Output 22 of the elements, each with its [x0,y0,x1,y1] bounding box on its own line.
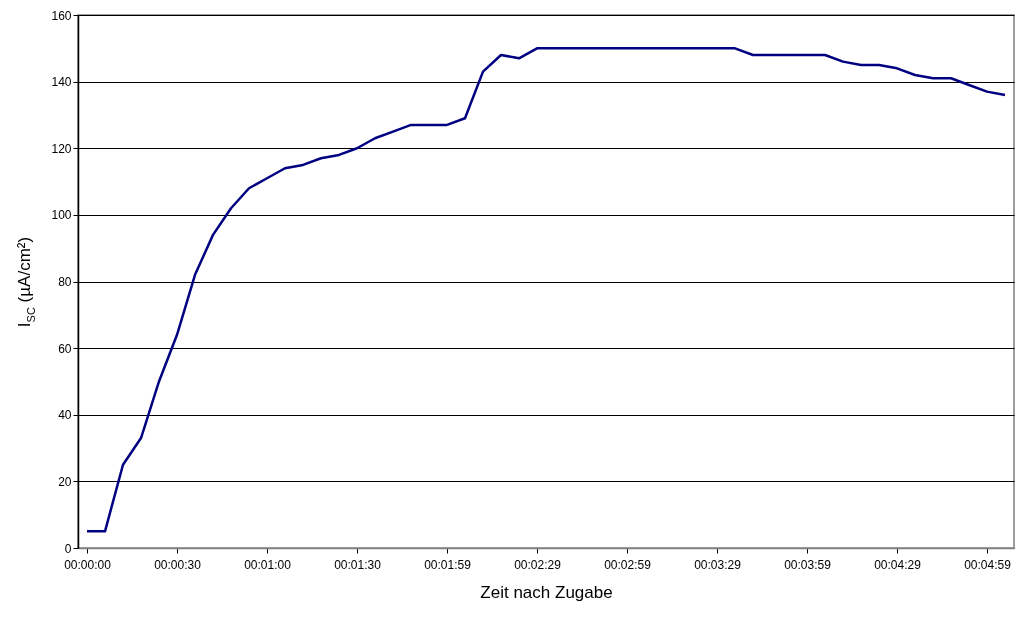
x-tick-label: 00:03:29 [694,557,742,572]
x-tick-label: 00:00:00 [64,557,112,572]
y-tick-label: 140 [51,75,72,90]
x-tick-label: 00:04:59 [964,557,1012,572]
y-tick-label: 60 [58,341,72,356]
x-tick-label: 00:01:00 [244,557,292,572]
y-tick-label: 0 [64,541,72,556]
x-axis-title: Zeit nach Zugabe [480,582,613,602]
y-tick-label: 80 [58,275,72,289]
y-tick-label: 20 [58,474,72,489]
x-tick-label: 00:03:59 [784,557,832,572]
y-tick-label: 120 [51,141,72,156]
x-tick-label: 00:00:30 [154,557,202,572]
x-tick-label: 00:02:29 [514,557,562,572]
x-tick-label: 00:01:59 [424,557,472,572]
x-tick-label: 00:02:59 [604,557,652,572]
y-tick-label: 40 [58,408,72,423]
line-series [85,47,1007,533]
y-tick-label: 160 [51,8,72,23]
x-tick-label: 00:01:30 [334,557,382,572]
y-tick-label: 100 [51,208,72,223]
x-tick-label: 00:04:29 [874,557,922,572]
